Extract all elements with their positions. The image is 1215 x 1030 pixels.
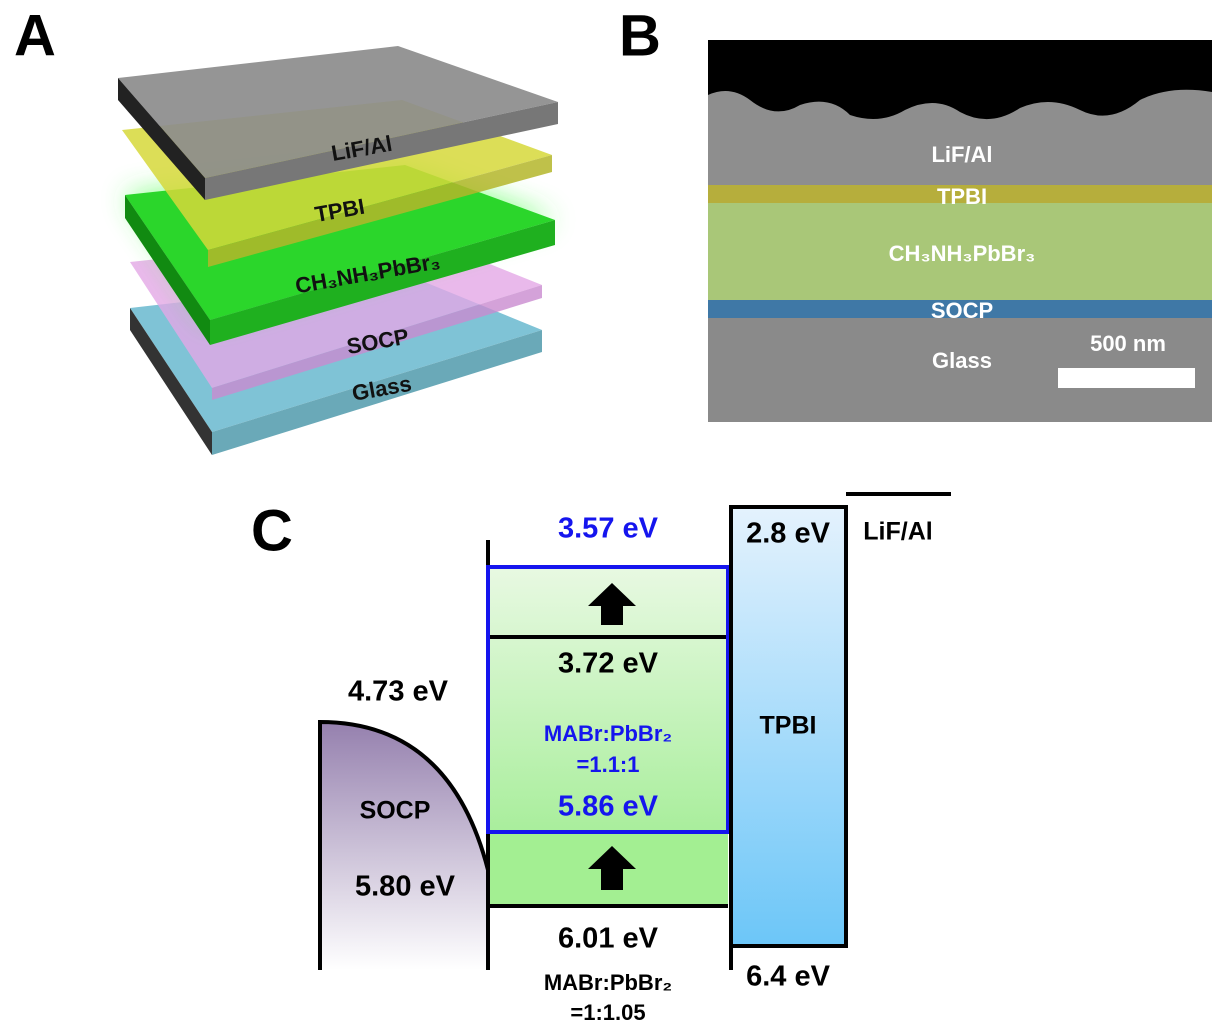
panel-label: A (14, 3, 56, 68)
energy-label: 5.80 eV (355, 871, 456, 903)
figure: A LiF/Al TPBI CH₃NH₃PbBr₃ SOCP Glass B L… (0, 0, 1215, 1030)
panel-label: C (251, 498, 293, 563)
ratio-label: =1.1:1 (577, 752, 640, 777)
layer-label: LiF/Al (931, 142, 992, 167)
layer-label: TPBI (937, 184, 987, 209)
cathode-label: LiF/Al (863, 518, 932, 546)
socp-band (320, 722, 488, 970)
material-label: SOCP (360, 797, 431, 825)
layer-label: CH₃NH₃PbBr₃ (889, 241, 1036, 266)
scale-bar-label: 500 nm (1090, 331, 1166, 356)
layer-label: Glass (932, 348, 992, 373)
layer-stack (118, 46, 558, 455)
energy-label: 5.86 eV (558, 791, 659, 823)
energy-label: 6.4 eV (746, 961, 830, 993)
ratio-label: MABr:PbBr₂ (544, 721, 672, 746)
layer-label: SOCP (931, 298, 993, 323)
ratio-label: MABr:PbBr₂ (544, 970, 672, 995)
energy-label: 4.73 eV (348, 676, 449, 708)
scale-bar (1058, 368, 1195, 388)
panel-label: B (619, 3, 661, 68)
material-label: TPBI (760, 712, 817, 740)
ratio-label: =1:1.05 (570, 1000, 645, 1025)
energy-label: 3.72 eV (558, 648, 659, 680)
energy-label: 2.8 eV (746, 518, 830, 550)
energy-label: 6.01 eV (558, 923, 659, 955)
energy-label: 3.57 eV (558, 513, 659, 545)
